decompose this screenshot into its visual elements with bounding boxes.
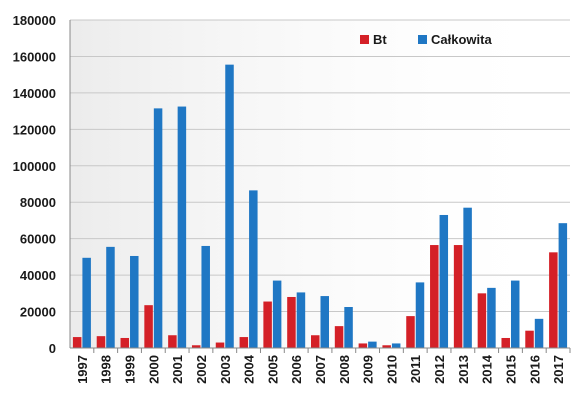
x-tick-label: 2003 <box>218 355 233 384</box>
x-tick-label: 2009 <box>361 355 376 384</box>
x-tick-label: 2012 <box>432 355 447 384</box>
bar-bt-2016 <box>525 330 534 348</box>
bar-bt-2009 <box>358 343 368 348</box>
y-tick-label: 40000 <box>20 268 56 283</box>
plot-background-watermark <box>70 20 570 348</box>
x-tick-label: 2001 <box>170 355 185 384</box>
y-tick-label: 120000 <box>13 122 56 137</box>
bar-calkowita-2013 <box>463 207 472 348</box>
bar-bt-2005 <box>263 301 272 348</box>
bar-calkowita-2010 <box>391 343 401 348</box>
x-tick-label: 2010 <box>384 355 399 384</box>
legend-label-calkowita: Całkowita <box>431 32 492 47</box>
bars <box>72 64 568 349</box>
x-tick-label: 1998 <box>99 355 114 384</box>
y-tick-label: 160000 <box>13 49 56 64</box>
bar-bt-1998 <box>96 336 106 348</box>
legend-swatch-calkowita <box>418 35 427 44</box>
x-tick-label: 2002 <box>194 355 209 384</box>
bar-calkowita-2004 <box>249 190 258 348</box>
bar-calkowita-2011 <box>415 282 425 348</box>
bar-bt-2013 <box>453 245 463 348</box>
y-tick-label: 20000 <box>20 305 56 320</box>
bar-calkowita-2002 <box>201 245 210 348</box>
legend-label-bt: Bt <box>373 32 387 47</box>
bar-bt-2001 <box>168 335 177 348</box>
bar-calkowita-2008 <box>344 307 353 348</box>
x-tick-label: 1999 <box>123 355 138 384</box>
bar-bt-2002 <box>191 345 201 348</box>
bar-calkowita-2006 <box>296 292 306 348</box>
bar-calkowita-2017 <box>558 223 568 348</box>
bar-calkowita-1998 <box>106 246 115 348</box>
y-tick-label: 80000 <box>20 195 56 210</box>
bar-calkowita-2003 <box>225 64 234 349</box>
bar-calkowita-2016 <box>534 318 544 348</box>
axes <box>69 20 571 353</box>
x-tick-label: 2014 <box>480 354 495 384</box>
bar-bt-2017 <box>549 252 558 348</box>
bar-bt-2000 <box>144 305 153 348</box>
bar-calkowita-2012 <box>439 214 449 348</box>
bar-calkowita-2014 <box>487 287 496 348</box>
bar-calkowita-2015 <box>510 280 520 348</box>
bar-calkowita-2007 <box>320 296 329 348</box>
bar-bt-2014 <box>477 293 487 348</box>
x-tick-label: 2017 <box>551 355 566 384</box>
bar-calkowita-1999 <box>130 255 139 348</box>
x-tick-label: 2006 <box>289 355 304 384</box>
y-tick-label: 140000 <box>13 86 56 101</box>
legend: Bt Całkowita <box>360 32 492 47</box>
x-tick-label: 1997 <box>75 355 90 384</box>
bar-bt-2008 <box>334 326 344 348</box>
bar-calkowita-2000 <box>153 108 163 348</box>
x-tick-label: 2016 <box>527 355 542 384</box>
bar-bt-2015 <box>501 337 510 348</box>
x-tick-label: 2015 <box>503 355 518 384</box>
x-tick-label: 2011 <box>408 355 423 383</box>
bar-calkowita-1997 <box>82 257 91 348</box>
bar-bt-2004 <box>239 337 249 348</box>
bar-bt-2010 <box>382 345 391 348</box>
bar-bt-2003 <box>215 342 225 348</box>
bar-bt-2011 <box>406 316 415 348</box>
gridlines <box>70 19 570 313</box>
bar-calkowita-2001 <box>177 106 187 348</box>
bar-calkowita-2005 <box>272 280 282 348</box>
x-tick-label: 2000 <box>146 355 161 384</box>
bar-bt-2007 <box>311 335 320 348</box>
y-tick-labels: 0 20000 40000 60000 80000 100000 120000 140000 1… <box>13 13 56 356</box>
x-tick-label: 2013 <box>456 355 471 384</box>
bar-bt-2006 <box>287 296 296 348</box>
y-tick-label: 100000 <box>13 159 56 174</box>
x-tick-label: 2004 <box>242 354 257 384</box>
x-tick-labels: 1997 1998 1999 2000 2001 2002 2003 2004 2005 2006… <box>75 354 566 384</box>
y-tick-label: 60000 <box>20 232 56 247</box>
legend-swatch-bt <box>360 35 369 44</box>
x-tick-label: 2007 <box>313 355 328 384</box>
x-tick-label: 2005 <box>265 355 280 384</box>
bar-bt-1997 <box>72 337 82 348</box>
x-tick-label: 2008 <box>337 355 352 384</box>
y-tick-label: 0 <box>49 341 56 356</box>
bar-calkowita-2009 <box>368 341 377 348</box>
y-tick-label: 180000 <box>13 13 56 28</box>
bar-bt-1999 <box>120 337 130 348</box>
bar-bt-2012 <box>430 245 439 348</box>
